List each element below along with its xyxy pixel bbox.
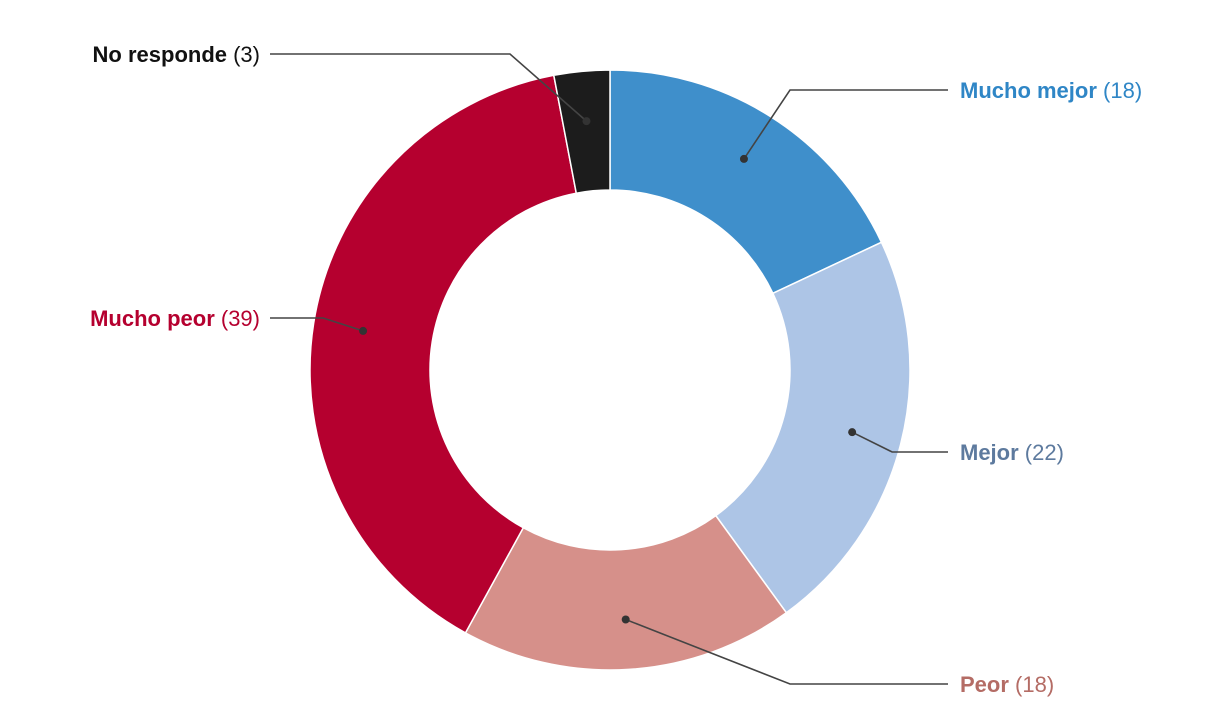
leader-line-mejor — [851, 431, 948, 453]
leader-dot-peor — [621, 615, 630, 624]
label-name-mucho-peor: Mucho peor — [90, 306, 221, 331]
label-value-mejor: (22) — [1025, 440, 1064, 465]
leader-line-peor — [625, 618, 948, 685]
label-mucho-mejor: Mucho mejor (18) — [960, 78, 1142, 103]
leader-dot-mejor — [848, 428, 857, 437]
leader-dot-no-responde — [582, 117, 591, 126]
donut-slices — [309, 69, 911, 671]
slice-mejor — [714, 241, 911, 614]
label-no-responde: No responde (3) — [93, 42, 260, 67]
label-name-no-responde: No responde — [93, 42, 234, 67]
label-name-mucho-mejor: Mucho mejor — [960, 78, 1103, 103]
leader-dot-mucho-peor — [359, 326, 368, 335]
label-mucho-peor: Mucho peor (39) — [90, 306, 260, 331]
slice-mucho-peor — [309, 74, 578, 634]
slice-mucho-mejor — [609, 69, 883, 295]
leader-line-mucho-mejor — [743, 89, 948, 160]
label-value-peor: (18) — [1015, 672, 1054, 697]
label-value-no-responde: (3) — [233, 42, 260, 67]
slice-peor — [464, 514, 788, 671]
label-value-mucho-peor: (39) — [221, 306, 260, 331]
leader-lines — [270, 53, 948, 685]
leader-line-no-responde — [270, 53, 588, 122]
label-mejor: Mejor (22) — [960, 440, 1064, 465]
slice-labels: Mucho mejor (18)Mejor (22)Peor (18)Mucho… — [90, 42, 1142, 697]
label-value-mucho-mejor: (18) — [1103, 78, 1142, 103]
label-name-mejor: Mejor — [960, 440, 1025, 465]
leader-dot-mucho-mejor — [739, 154, 748, 163]
label-name-peor: Peor — [960, 672, 1015, 697]
slice-no-responde — [552, 69, 611, 195]
label-peor: Peor (18) — [960, 672, 1054, 697]
leader-line-mucho-peor — [270, 317, 364, 332]
